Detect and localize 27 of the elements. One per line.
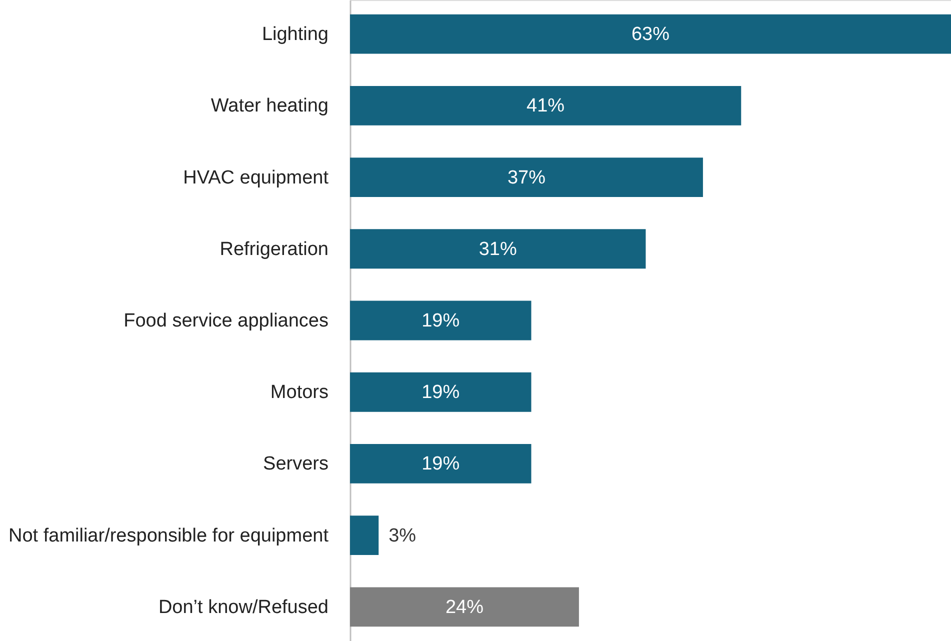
bar — [350, 229, 646, 269]
data-label: 24% — [445, 596, 484, 618]
bar — [350, 86, 742, 126]
bar — [350, 300, 532, 340]
bar — [350, 444, 532, 484]
y-tick-label: Motors — [270, 382, 328, 404]
data-label: 41% — [526, 96, 565, 117]
data-label: 37% — [507, 167, 546, 188]
bar — [350, 14, 951, 54]
y-tick-label: Food service appliances — [124, 310, 328, 332]
y-tick-label: Lighting — [262, 24, 328, 46]
bar — [350, 516, 379, 556]
data-label: 19% — [422, 454, 460, 475]
data-label: 31% — [478, 238, 517, 260]
y-tick-label: Not familiar/responsible for equipment — [8, 525, 330, 546]
y-tick-label: HVAC equipment — [183, 167, 330, 188]
y-tick-label: Refrigeration — [220, 238, 328, 260]
y-tick-label: Don’t know/Refused — [158, 596, 328, 618]
bar — [350, 587, 579, 627]
bar — [350, 158, 703, 197]
data-label: 3% — [388, 525, 416, 546]
data-label: 19% — [422, 382, 460, 404]
data-label: 63% — [631, 24, 670, 46]
y-tick-label: Servers — [263, 454, 328, 475]
y-tick-label: Water heating — [210, 96, 328, 117]
bar — [350, 372, 532, 412]
data-label: 19% — [422, 310, 460, 332]
